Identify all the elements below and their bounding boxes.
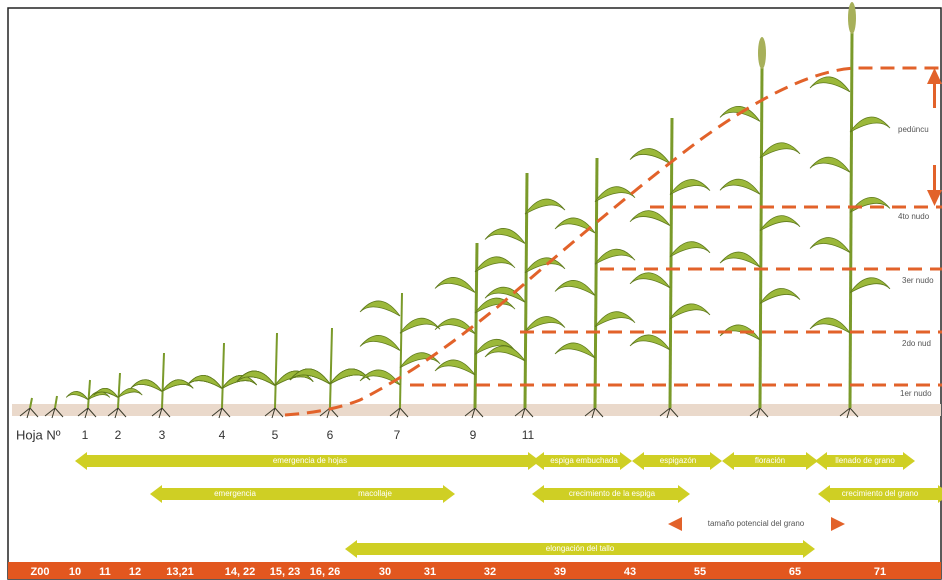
stem	[760, 68, 762, 408]
node-label: pedúncu	[898, 125, 929, 134]
leaf-number: 11	[522, 428, 535, 442]
node-label: 2do nud	[902, 339, 931, 348]
zadoks-code: 55	[694, 566, 706, 578]
zadoks-code: 13,21	[166, 566, 194, 578]
phase-label: emergencia	[214, 489, 256, 498]
zadoks-code: 12	[129, 566, 141, 578]
zadoks-code: 15, 23	[270, 566, 301, 578]
phase-label: macollaje	[358, 489, 392, 498]
zadoks-code: 14, 22	[225, 566, 256, 578]
leaf-number: 3	[159, 428, 166, 442]
phase-label: elongación del tallo	[546, 544, 615, 553]
stem	[525, 173, 527, 408]
zadoks-code: Z00	[31, 566, 50, 578]
zadoks-code: 10	[69, 566, 81, 578]
phase-label: tamaño potencial del grano	[708, 519, 805, 528]
zadoks-code: 31	[424, 566, 436, 578]
stem	[595, 158, 597, 408]
zadoks-code: 32	[484, 566, 496, 578]
phase-label: llenado de grano	[835, 456, 895, 465]
frame	[8, 8, 941, 579]
leaf-number: 6	[327, 428, 334, 442]
zadoks-code: 39	[554, 566, 566, 578]
stem	[475, 243, 477, 408]
phase-label: crecimiento del grano	[842, 489, 919, 498]
zadoks-code: 71	[874, 566, 886, 578]
zadoks-code: 65	[789, 566, 801, 578]
leaf-row-label: Hoja Nº	[16, 427, 61, 442]
leaf-number: 4	[219, 428, 226, 442]
spike	[848, 2, 856, 34]
leaf-number: 9	[470, 428, 477, 442]
spike	[758, 37, 766, 69]
node-label: 3er nudo	[902, 276, 934, 285]
phase-label: espigazón	[660, 456, 696, 465]
diagram: Hoja Nº1234567911pedúncu4to nudo3er nudo…	[0, 0, 942, 580]
phase-label: emergencia de hojas	[273, 456, 347, 465]
node-label: 4to nudo	[898, 212, 930, 221]
phase-label: crecimiento de la espiga	[569, 489, 656, 498]
stem	[850, 33, 852, 408]
leaf-number: 1	[82, 428, 89, 442]
leaf-number: 2	[115, 428, 122, 442]
zadoks-code: 30	[379, 566, 391, 578]
zadoks-code: 43	[624, 566, 636, 578]
phase-label: floración	[755, 456, 785, 465]
leaf-number: 5	[272, 428, 279, 442]
node-label: 1er nudo	[900, 389, 932, 398]
phase-label: espiga embuchada	[550, 456, 618, 465]
zadoks-code: 16, 26	[310, 566, 341, 578]
leaf-number: 7	[394, 428, 401, 442]
zadoks-code: 11	[99, 566, 111, 578]
